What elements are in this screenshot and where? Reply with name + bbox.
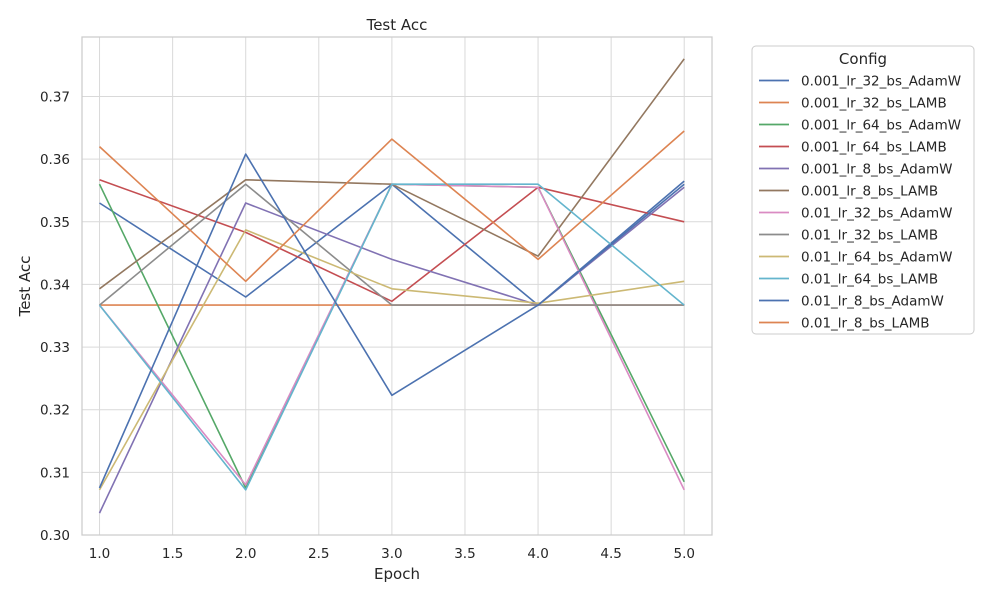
legend-label: 0.01_lr_64_bs_LAMB: [801, 272, 938, 288]
series-lines: [98, 58, 685, 514]
legend-box: [751, 45, 975, 335]
y-tick-label: 0.31: [40, 465, 70, 481]
series-line-11: [98, 153, 685, 489]
legend-label: 0.01_lr_8_bs_AdamW: [801, 294, 944, 310]
y-tick-label: 0.30: [40, 528, 70, 544]
legend-label: 0.01_lr_64_bs_AdamW: [801, 250, 952, 266]
legend-label: 0.001_lr_8_bs_AdamW: [801, 162, 952, 178]
series-line-8: [98, 183, 685, 306]
legend-title: Config: [839, 50, 887, 68]
y-tick-labels: 0.30 0.31 0.32 0.33 0.34 0.35 0.36 0.37: [40, 90, 70, 544]
x-tick-label: 5.0: [673, 546, 694, 562]
y-tick-label: 0.36: [40, 152, 70, 168]
legend-label: 0.001_lr_32_bs_AdamW: [801, 74, 961, 90]
chart-title: Test Acc: [366, 16, 428, 34]
x-tick-label: 3.0: [381, 546, 402, 562]
x-tick-label: 2.5: [308, 546, 329, 562]
y-tick-label: 0.34: [40, 277, 70, 293]
legend-label: 0.01_lr_8_bs_LAMB: [801, 316, 930, 332]
x-tick-label: 4.5: [600, 546, 621, 562]
x-tick-labels: 1.0 1.5 2.0 2.5 3.0 3.5 4.0 4.5 5.0: [89, 546, 695, 562]
legend-label: 0.001_lr_32_bs_LAMB: [801, 96, 947, 112]
legend-items: 0.001_lr_32_bs_AdamW 0.001_lr_32_bs_LAMB 0…: [759, 74, 961, 332]
legend-label: 0.01_lr_32_bs_AdamW: [801, 206, 952, 222]
y-tick-label: 0.33: [40, 340, 70, 356]
x-tick-label: 1.5: [162, 546, 183, 562]
series-line-4: [99, 179, 685, 303]
y-axis-label: Test Acc: [16, 256, 34, 318]
x-tick-label: 3.5: [454, 546, 475, 562]
grid-lines: [82, 37, 712, 536]
y-tick-label: 0.35: [40, 215, 70, 231]
legend-label: 0.001_lr_8_bs_LAMB: [801, 184, 938, 200]
y-tick-label: 0.37: [40, 90, 70, 106]
legend-label: 0.001_lr_64_bs_LAMB: [801, 140, 947, 156]
x-tick-label: 4.0: [527, 546, 548, 562]
plot-frame: [81, 36, 713, 536]
x-tick-label: 1.0: [89, 546, 110, 562]
series-line-9: [98, 229, 685, 491]
legend-label: 0.01_lr_32_bs_LAMB: [801, 228, 938, 244]
x-tick-label: 2.0: [235, 546, 256, 562]
series-line-12: [98, 130, 685, 283]
y-tick-label: 0.32: [40, 403, 70, 419]
legend: Config 0.001_lr_32_bs_AdamW0.001_lr_32_b…: [751, 45, 975, 335]
series-line-10: [98, 183, 685, 491]
x-axis-label: Epoch: [374, 565, 420, 583]
legend-label: 0.001_lr_64_bs_AdamW: [801, 118, 961, 134]
